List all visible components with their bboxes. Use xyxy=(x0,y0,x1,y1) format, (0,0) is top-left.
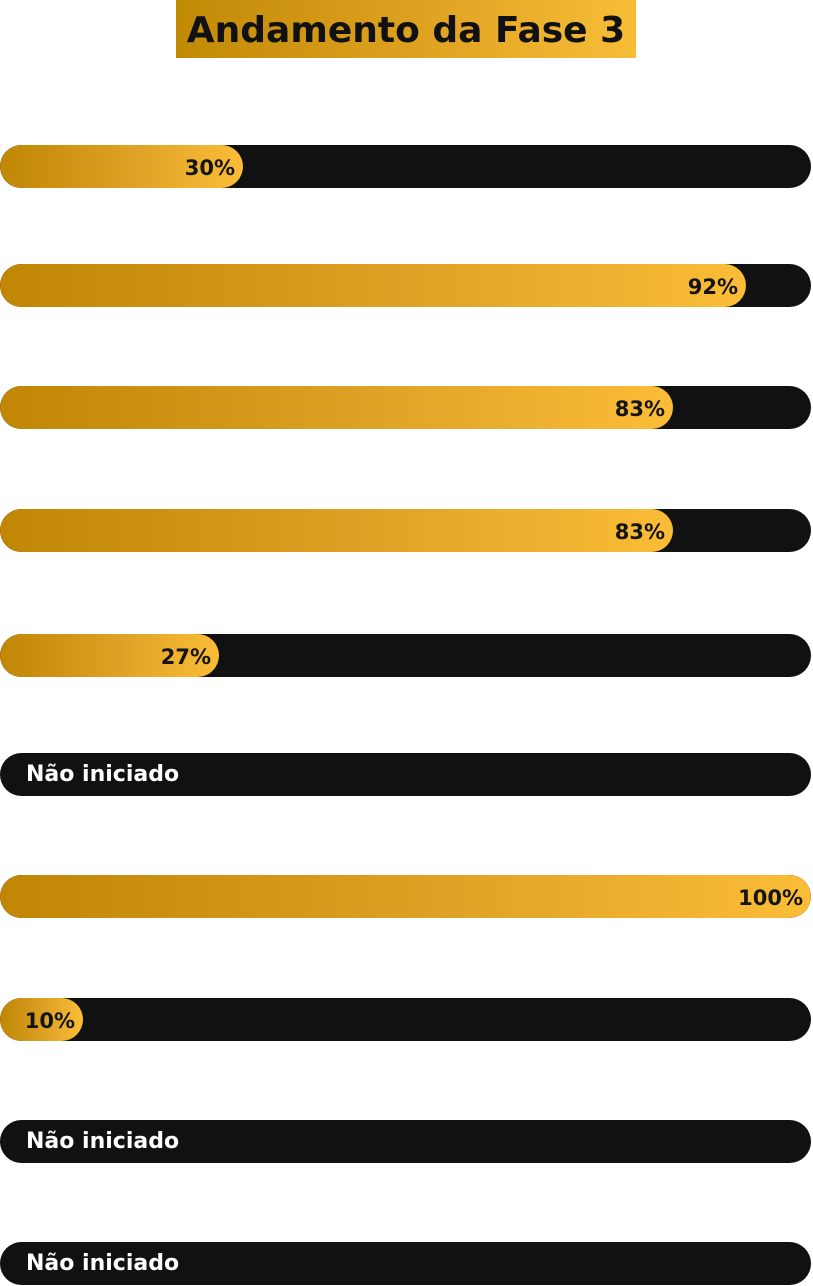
progress-track: 27% xyxy=(0,634,811,677)
progress-track: 83% xyxy=(0,509,811,552)
status-label: Não iniciado xyxy=(26,762,180,787)
progress-fill xyxy=(0,264,746,307)
progress-percent-label: 30% xyxy=(184,156,235,180)
progress-track: 83% xyxy=(0,386,811,429)
progress-track: 100% xyxy=(0,875,811,918)
progress-fill xyxy=(0,386,673,429)
progress-fill xyxy=(0,875,811,918)
page-title: Andamento da Fase 3 xyxy=(176,0,636,58)
progress-fill xyxy=(0,634,219,677)
progress-percent-label: 92% xyxy=(687,275,738,299)
progress-percent-label: 27% xyxy=(160,645,211,669)
status-label: Não iniciado xyxy=(26,1251,180,1276)
progress-percent-label: 83% xyxy=(614,520,665,544)
progress-track: 10% xyxy=(0,998,811,1041)
progress-track: Não iniciado xyxy=(0,1120,811,1163)
progress-percent-label: 10% xyxy=(24,1009,75,1033)
progress-track: 92% xyxy=(0,264,811,307)
progress-fill xyxy=(0,998,83,1041)
progress-percent-label: 83% xyxy=(614,397,665,421)
progress-fill xyxy=(0,145,243,188)
progress-fill xyxy=(0,509,673,552)
progress-track: 30% xyxy=(0,145,811,188)
status-label: Não iniciado xyxy=(26,1129,180,1154)
progress-track: Não iniciado xyxy=(0,753,811,796)
progress-percent-label: 100% xyxy=(738,886,803,910)
progress-track: Não iniciado xyxy=(0,1242,811,1285)
